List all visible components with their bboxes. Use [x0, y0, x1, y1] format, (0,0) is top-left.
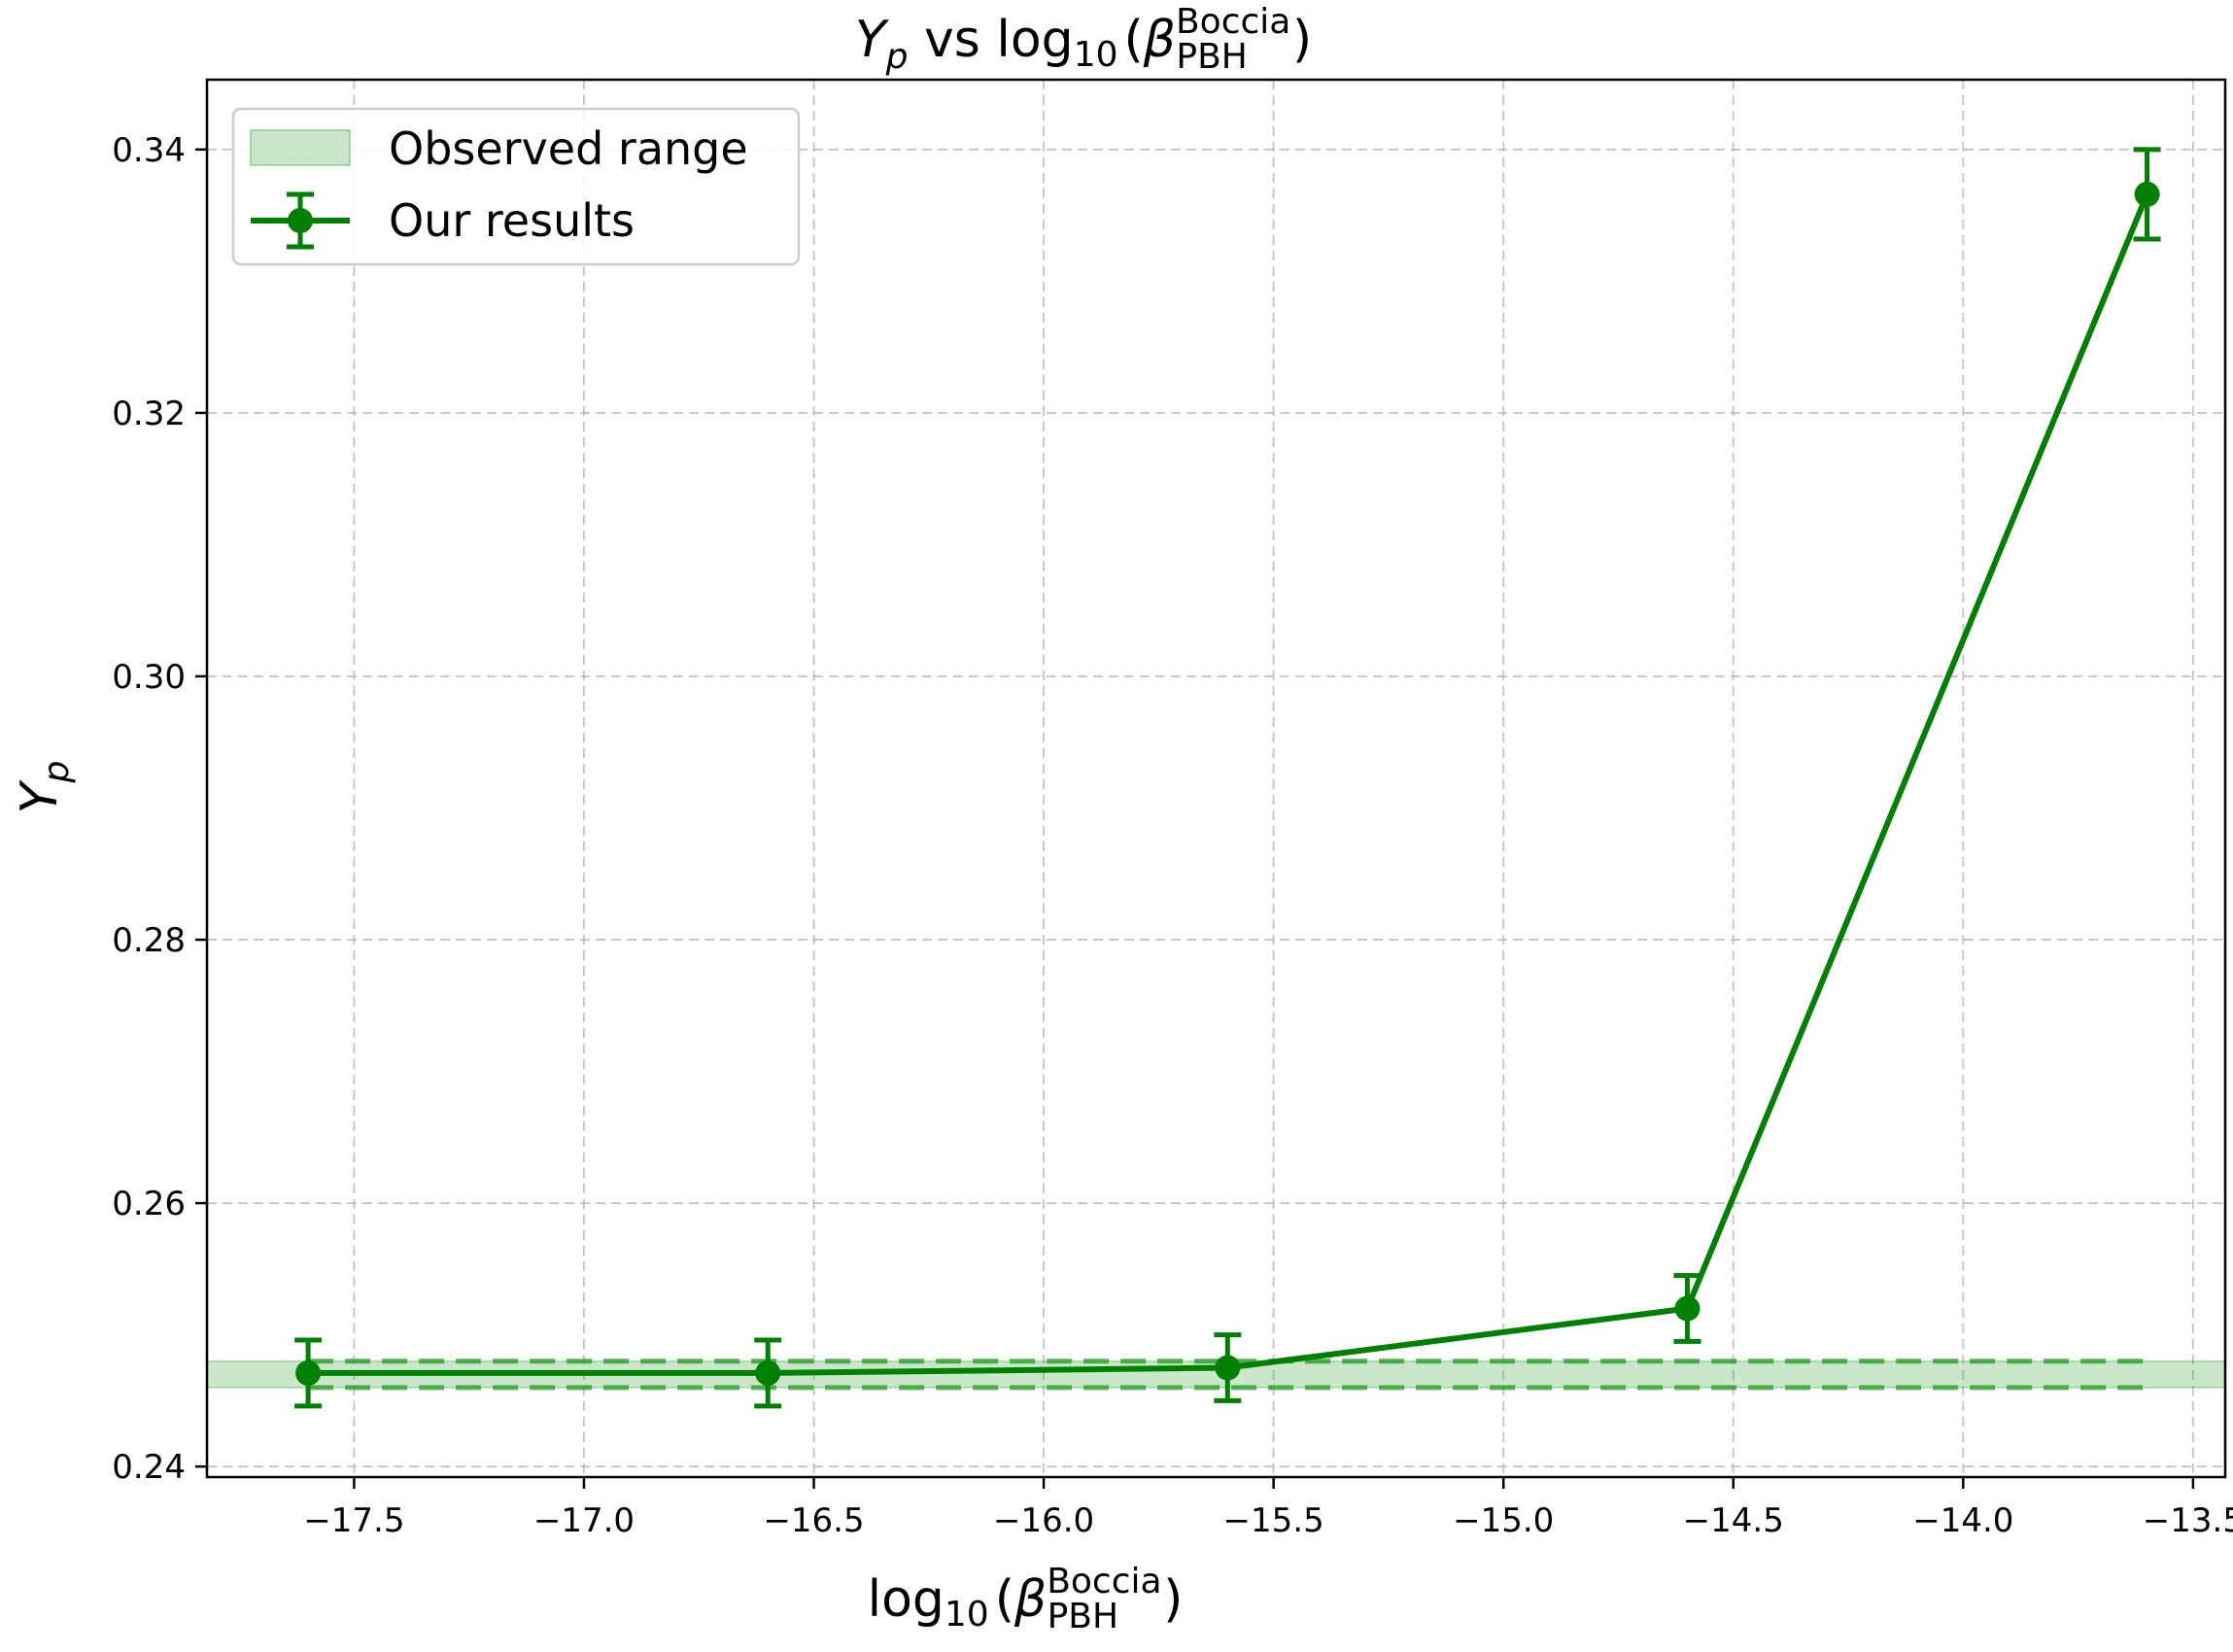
ylabel-subscript: p — [37, 761, 77, 784]
series-our-results — [294, 147, 2161, 1409]
axis-ticks: −17.5 −17.0 −16.5 −16.0 −15.5 −15.0 −14.5 −14.0… — [112, 131, 2233, 1540]
legend: Observed range Our results — [231, 107, 801, 266]
title-y-symbol: Y — [855, 11, 890, 69]
title-log-base: 10 — [1074, 35, 1118, 75]
xlabel-log: log — [868, 1570, 945, 1629]
title-vs: vs — [908, 11, 996, 69]
plot-frame — [205, 78, 2227, 1479]
xlabel-beta-sup: Boccia — [1047, 1562, 1161, 1601]
x-axis-label: log10 (βBoccia PBH) — [868, 1562, 1184, 1636]
data-point — [1674, 1295, 1701, 1322]
legend-label-observed-range: Observed range — [389, 122, 748, 175]
x-tick-label: −16.5 — [763, 1501, 864, 1540]
x-tick-label: −17.0 — [533, 1501, 635, 1540]
data-point — [755, 1359, 781, 1386]
data-point — [1215, 1355, 1241, 1381]
y-tick-label: 0.30 — [112, 658, 186, 697]
legend-label-our-results: Our results — [389, 194, 635, 247]
x-tick-label: −16.0 — [993, 1501, 1094, 1540]
y-axis-label: Yp — [11, 761, 77, 814]
data-point — [2134, 181, 2160, 207]
y-tick-label: 0.32 — [112, 395, 186, 433]
y-tick-label: 0.26 — [112, 1185, 186, 1223]
legend-band-swatch — [250, 129, 351, 166]
y-tick-label: 0.34 — [112, 131, 186, 170]
title-y-subscript: p — [885, 37, 909, 77]
y-tick-label: 0.28 — [112, 921, 186, 960]
xlabel-beta: β — [1013, 1570, 1047, 1629]
title-beta: β — [1143, 11, 1176, 69]
x-tick-label: −15.5 — [1223, 1501, 1324, 1540]
legend-box — [231, 107, 801, 266]
chart-title: Yp vs log10 (βBoccia PBH) — [855, 2, 1312, 77]
title-log: log — [996, 11, 1073, 69]
title-beta-sub: PBH — [1176, 37, 1247, 77]
legend-marker — [288, 208, 313, 233]
xlabel-log-base: 10 — [945, 1595, 989, 1635]
xlabel-open-paren: ( — [995, 1570, 1014, 1629]
y-tick-label: 0.24 — [112, 1448, 186, 1487]
x-tick-label: −14.5 — [1683, 1501, 1784, 1540]
x-tick-label: −17.5 — [303, 1501, 404, 1540]
xlabel-beta-sub: PBH — [1048, 1597, 1118, 1636]
ylabel-symbol: Y — [11, 778, 69, 813]
data-point — [295, 1359, 322, 1386]
x-tick-label: −14.0 — [1912, 1501, 2013, 1540]
title-open-paren: ( — [1124, 11, 1144, 69]
title-close-paren: ) — [1292, 11, 1312, 69]
x-tick-label: −15.0 — [1453, 1501, 1554, 1540]
grid — [207, 80, 2225, 1477]
x-tick-label: −13.5 — [2143, 1501, 2233, 1540]
title-beta-sup: Boccia — [1176, 2, 1290, 42]
xlabel-close-paren: ) — [1163, 1570, 1183, 1629]
